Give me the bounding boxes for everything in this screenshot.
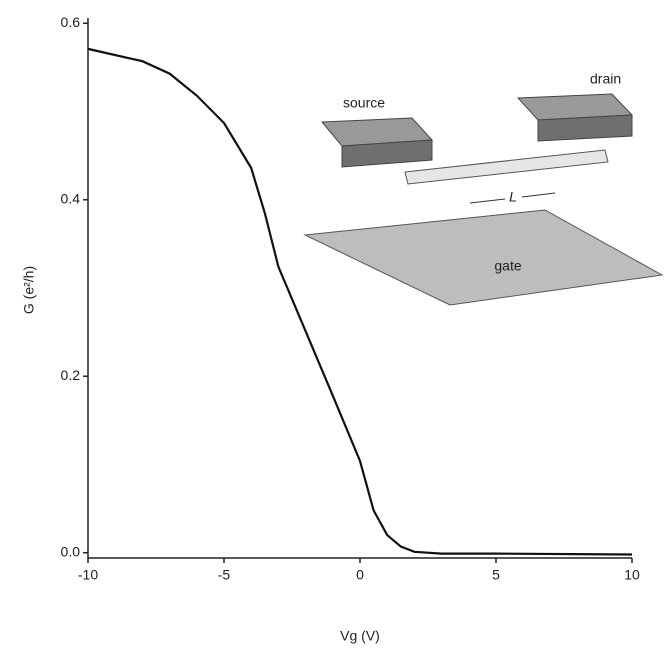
y-axis-title: G (e²/h) bbox=[21, 266, 37, 314]
source-front bbox=[341, 139, 433, 168]
inset-label: drain bbox=[590, 71, 621, 87]
gate-plate bbox=[303, 209, 664, 306]
x-tick-label: -10 bbox=[78, 567, 98, 583]
length-arrow bbox=[469, 198, 506, 204]
y-tick-label: 0.4 bbox=[61, 190, 81, 206]
y-tick-label: 0.0 bbox=[61, 543, 81, 559]
inset-label: gate bbox=[494, 258, 521, 274]
inset-label: source bbox=[343, 95, 385, 111]
data-line bbox=[87, 47, 633, 556]
length-arrow bbox=[521, 192, 556, 198]
x-axis-title: Vg (V) bbox=[340, 628, 380, 644]
x-tick-label: -5 bbox=[218, 567, 231, 583]
y-tick-label: 0.6 bbox=[61, 14, 81, 30]
x-tick-label: 5 bbox=[492, 567, 500, 583]
inset-label: L bbox=[509, 189, 517, 205]
nanotube bbox=[404, 149, 609, 185]
y-tick-label: 0.2 bbox=[61, 367, 81, 383]
x-tick-label: 10 bbox=[624, 567, 640, 583]
x-tick-label: 0 bbox=[356, 567, 364, 583]
inset-diagram: source drain L gate bbox=[303, 71, 664, 306]
drain-front bbox=[537, 114, 633, 142]
